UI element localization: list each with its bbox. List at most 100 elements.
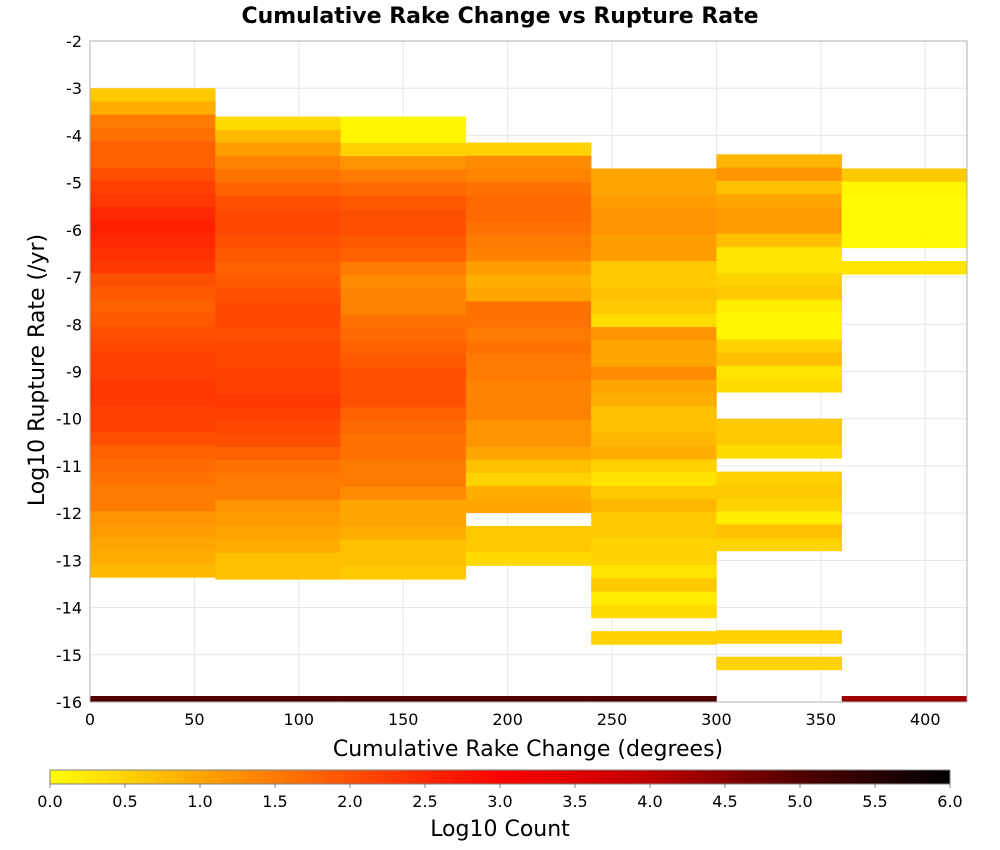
heatmap-cell xyxy=(90,326,216,340)
x-tick-label: 400 xyxy=(910,710,941,729)
colorbar-tick-label: 2.0 xyxy=(337,792,362,811)
heatmap-cell xyxy=(215,261,341,276)
heatmap-cell xyxy=(716,339,843,353)
y-tick-label: -8 xyxy=(66,315,82,334)
heatmap-cell xyxy=(215,566,341,580)
heatmap-cell xyxy=(90,193,216,208)
heatmap-cell xyxy=(591,194,717,209)
heatmap-cell xyxy=(340,433,467,448)
heatmap-cell xyxy=(465,446,592,461)
heatmap-cell xyxy=(465,354,592,368)
heatmap-cell xyxy=(591,247,717,262)
heatmap-cell xyxy=(340,156,467,170)
x-tick-label: 200 xyxy=(492,710,523,729)
heatmap-cell xyxy=(90,246,216,261)
colorbar-tick-label: 5.0 xyxy=(787,792,812,811)
heatmap-cell xyxy=(340,552,467,567)
heatmap-cell xyxy=(716,537,843,552)
heatmap-cell xyxy=(591,300,717,315)
heatmap-cell xyxy=(591,327,717,341)
heatmap-cell xyxy=(215,499,341,514)
heatmap-cell xyxy=(340,380,467,395)
heatmap-cell xyxy=(465,248,592,262)
heatmap-cell xyxy=(716,246,843,261)
heatmap-cell xyxy=(465,525,592,540)
heatmap-cell xyxy=(215,341,341,355)
heatmap-cell xyxy=(465,433,592,447)
heatmap-cell xyxy=(465,195,592,209)
heatmap-cell-bottom xyxy=(591,696,717,702)
heatmap-cell xyxy=(841,181,968,196)
heatmap-cell xyxy=(340,301,467,316)
heatmap-cell xyxy=(591,485,717,500)
heatmap-cell xyxy=(465,287,592,302)
x-tick-label: 350 xyxy=(806,710,837,729)
heatmap-cell xyxy=(716,167,843,182)
heatmap-cell xyxy=(340,460,467,474)
colorbar-ticks: 0.0 0.5 1.0 1.5 2.0 2.5 3.0 3.5 4.0 4.5 5.0 5.5 6.0 xyxy=(37,784,963,811)
heatmap-cell xyxy=(841,168,968,182)
heatmap-cell xyxy=(591,419,717,434)
heatmap-cell xyxy=(465,221,592,236)
heatmap-cell xyxy=(465,367,592,381)
heatmap-cell xyxy=(215,473,341,488)
y-tick-label: -7 xyxy=(66,268,82,287)
heatmap-cell xyxy=(465,340,592,355)
heatmap-cell xyxy=(716,352,843,367)
heatmap-cell xyxy=(90,524,216,538)
y-tick-label: -11 xyxy=(56,457,82,476)
heatmap-cell xyxy=(716,418,843,433)
y-tick-label: -3 xyxy=(66,79,82,98)
heatmap-cell xyxy=(90,511,216,525)
heatmap-cell xyxy=(340,222,467,236)
heatmap-cell xyxy=(90,498,216,512)
heatmap-cell xyxy=(716,471,843,486)
heatmap-cell xyxy=(215,235,341,250)
y-tick-label: -2 xyxy=(66,32,82,51)
heatmap-cell xyxy=(215,367,341,382)
heatmap-cell xyxy=(340,539,467,554)
y-tick-label: -15 xyxy=(56,646,82,665)
heatmap-cell xyxy=(591,208,717,222)
y-tick-label: -16 xyxy=(56,693,82,712)
heatmap-cell xyxy=(90,405,216,420)
heatmap-cell xyxy=(591,525,717,539)
heatmap-cell xyxy=(465,473,592,487)
heatmap-cell xyxy=(465,155,592,170)
heatmap-cell xyxy=(591,591,717,606)
heatmap-cell xyxy=(90,484,216,499)
heatmap-cell xyxy=(716,445,843,459)
heatmap-cell xyxy=(591,432,717,447)
colorbar-tick-label: 0.5 xyxy=(112,792,137,811)
heatmap-cell xyxy=(340,314,467,329)
heatmap-cell-bottom xyxy=(90,696,216,702)
heatmap-cell xyxy=(90,207,216,221)
heatmap-cell xyxy=(340,473,467,488)
heatmap-cells xyxy=(90,88,968,702)
heatmap-cell xyxy=(340,235,467,250)
heatmap-cell xyxy=(340,407,467,421)
heatmap-cell xyxy=(215,433,341,448)
heatmap-cell xyxy=(591,261,717,275)
heatmap-cell xyxy=(90,88,216,102)
heatmap-cell xyxy=(215,116,341,131)
heatmap-cell-bottom xyxy=(340,696,467,702)
heatmap-cell xyxy=(90,127,216,142)
heatmap-cell xyxy=(340,261,467,276)
heatmap-cell xyxy=(465,168,592,183)
heatmap-cell xyxy=(465,261,592,276)
y-tick-label: -10 xyxy=(56,410,82,429)
heatmap-cell xyxy=(465,539,592,553)
colorbar-tick-label: 3.5 xyxy=(562,792,587,811)
heatmap-cell-bottom xyxy=(465,696,592,702)
heatmap-cell xyxy=(215,407,341,421)
heatmap-cell xyxy=(591,234,717,249)
heatmap-cell xyxy=(90,537,216,552)
heatmap-cell xyxy=(340,116,467,131)
heatmap-cell xyxy=(716,154,843,168)
heatmap-cell xyxy=(465,380,592,394)
heatmap-cell xyxy=(591,498,717,513)
heatmap-cell xyxy=(215,182,341,197)
heatmap-cell xyxy=(215,314,341,329)
heatmap-cell xyxy=(90,352,216,367)
